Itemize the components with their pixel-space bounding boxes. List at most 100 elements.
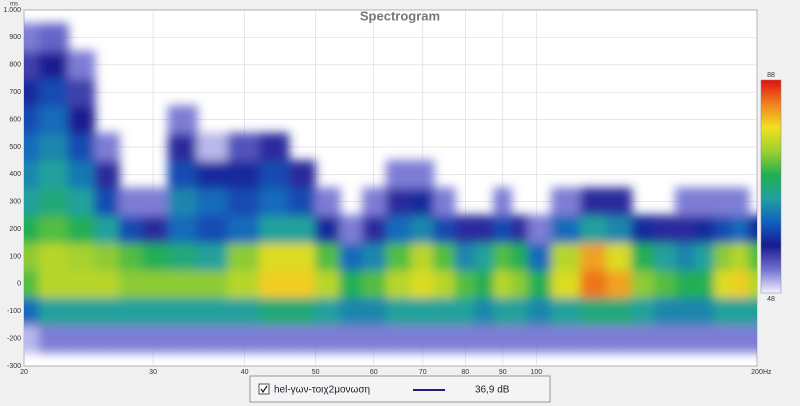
heat-cell xyxy=(510,297,529,326)
heat-cell xyxy=(580,214,608,244)
heat-cell xyxy=(167,297,198,326)
heat-cell xyxy=(227,214,261,244)
heat-cell xyxy=(551,297,582,326)
heat-cell xyxy=(94,132,120,162)
heat-cell xyxy=(24,269,40,299)
heat-cell xyxy=(713,269,733,299)
heat-cell xyxy=(288,242,316,271)
y-tick-label: 900 xyxy=(9,34,21,41)
heat-cell xyxy=(474,242,495,271)
heat-cell xyxy=(606,297,633,326)
heat-cell xyxy=(433,297,456,326)
x-tick-label: 90 xyxy=(499,369,507,376)
heat-cell xyxy=(339,269,364,299)
y-tick-label: 700 xyxy=(9,89,21,96)
heat-cell xyxy=(580,269,608,299)
heat-cell xyxy=(118,214,143,244)
heat-cell xyxy=(167,160,198,189)
heat-cell xyxy=(527,324,553,353)
x-tick-label: 30 xyxy=(149,369,157,376)
heat-cell xyxy=(67,297,96,326)
heat-cell xyxy=(433,187,456,216)
heat-cell xyxy=(653,324,677,353)
heat-cell xyxy=(227,160,261,189)
heat-cell xyxy=(385,242,412,271)
heat-cell xyxy=(695,324,715,353)
heat-cell xyxy=(527,242,553,271)
heat-cell xyxy=(606,269,633,299)
y-tick-label: -100 xyxy=(7,308,21,315)
y-tick-label: 500 xyxy=(9,144,21,151)
heat-cell xyxy=(118,269,143,299)
heat-cell xyxy=(118,187,143,216)
heat-cell xyxy=(748,214,757,244)
heat-cell xyxy=(38,187,69,216)
heat-cell xyxy=(259,132,290,162)
heat-cell xyxy=(410,187,435,216)
legend-checkbox[interactable] xyxy=(258,383,270,395)
heat-cell xyxy=(631,242,655,271)
heat-cell xyxy=(38,50,69,79)
heat-cell xyxy=(141,242,169,271)
heat-cell xyxy=(454,242,476,271)
heat-cell xyxy=(606,242,633,271)
heat-cell xyxy=(259,269,290,299)
heat-cell xyxy=(196,269,229,299)
heat-cell xyxy=(227,324,261,353)
heat-cell xyxy=(141,269,169,299)
heat-cell xyxy=(288,187,316,216)
chart-title: Spectrogram xyxy=(360,8,440,23)
heat-cell xyxy=(314,324,341,353)
heat-cell xyxy=(362,324,387,353)
heat-cell xyxy=(385,324,412,353)
heat-cell xyxy=(606,187,633,216)
heat-cell xyxy=(24,242,40,271)
heat-cell xyxy=(141,214,169,244)
heat-cell xyxy=(454,269,476,299)
heat-cell xyxy=(653,214,677,244)
heat-cell xyxy=(410,269,435,299)
heat-cell xyxy=(38,160,69,189)
heatmap xyxy=(24,23,757,353)
heat-cell xyxy=(713,187,733,216)
heat-cell xyxy=(288,324,316,353)
heat-cell xyxy=(38,23,69,52)
heat-cell xyxy=(474,269,495,299)
heat-cell xyxy=(695,242,715,271)
heat-cell xyxy=(713,242,733,271)
y-tick-label: 200 xyxy=(9,226,21,233)
heat-cell xyxy=(731,324,750,353)
heat-cell xyxy=(24,23,40,52)
heat-cell xyxy=(24,50,40,79)
heat-cell xyxy=(118,324,143,353)
heat-cell xyxy=(67,187,96,216)
heat-cell xyxy=(580,297,608,326)
heat-cell xyxy=(731,187,750,216)
heat-cell xyxy=(551,187,582,216)
axes: 48 88 -300 -200 -100 0 100 200 300 400 500 600 700 80… xyxy=(3,7,775,376)
heat-cell xyxy=(385,160,412,189)
y-tick-label: 800 xyxy=(9,62,21,69)
x-tick-label: 200 xyxy=(751,369,763,376)
heat-cell xyxy=(67,77,96,107)
x-tick-label: 60 xyxy=(370,369,378,376)
heat-cell xyxy=(527,269,553,299)
heat-cell xyxy=(713,214,733,244)
y-unit: ms xyxy=(10,2,18,8)
heat-cell xyxy=(227,242,261,271)
heat-cell xyxy=(67,50,96,79)
heat-cell xyxy=(433,269,456,299)
heat-cell xyxy=(259,160,290,189)
heat-cell xyxy=(38,132,69,162)
heat-cell xyxy=(433,242,456,271)
y-tick-label: 100 xyxy=(9,253,21,260)
heat-cell xyxy=(493,269,512,299)
heat-cell xyxy=(94,160,120,189)
y-tick-label: 300 xyxy=(9,199,21,206)
heat-cell xyxy=(24,297,40,326)
heat-cell xyxy=(510,214,529,244)
heat-cell xyxy=(167,105,198,134)
heat-cell xyxy=(94,269,120,299)
heat-cell xyxy=(227,269,261,299)
heat-cell xyxy=(288,160,316,189)
